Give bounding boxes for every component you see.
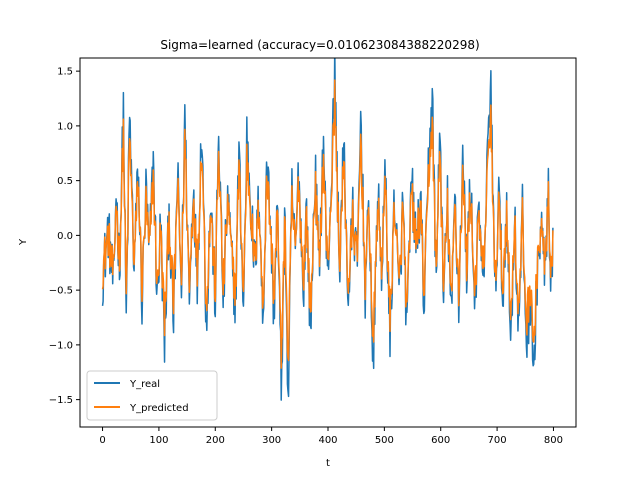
x-tick-label: 600 [431, 435, 450, 446]
x-axis: 0 100 200 300 400 500 600 700 800 [99, 427, 563, 446]
y-tick-label: 1.5 [57, 67, 73, 78]
x-tick-label: 0 [99, 435, 105, 446]
x-tick-label: 400 [318, 435, 337, 446]
y-tick-label: −1.5 [49, 395, 73, 406]
y-tick-label: −0.5 [49, 286, 73, 297]
x-tick-label: 800 [544, 435, 563, 446]
series-line-y-predicted [101, 79, 554, 369]
chart-title: Sigma=learned (accuracy=0.01062308438822… [160, 38, 479, 52]
y-axis-label: Y [18, 238, 29, 246]
legend: Y_real Y_predicted [86, 370, 218, 421]
legend-label-y-predicted: Y_predicted [129, 403, 189, 414]
x-tick-label: 200 [206, 435, 225, 446]
series-layer [101, 58, 554, 401]
x-tick-label: 100 [149, 435, 168, 446]
x-axis-label: t [326, 458, 330, 469]
legend-label-y-real: Y_real [129, 379, 160, 390]
y-tick-label: 0.5 [57, 176, 73, 187]
y-tick-label: 1.0 [57, 121, 73, 132]
y-axis: −1.5 −1.0 −0.5 0.0 0.5 1.0 1.5 [49, 67, 80, 406]
y-tick-label: −1.0 [49, 340, 73, 351]
x-tick-label: 500 [375, 435, 394, 446]
x-tick-label: 700 [488, 435, 507, 446]
y-tick-label: 0.0 [57, 231, 73, 242]
x-tick-label: 300 [262, 435, 281, 446]
